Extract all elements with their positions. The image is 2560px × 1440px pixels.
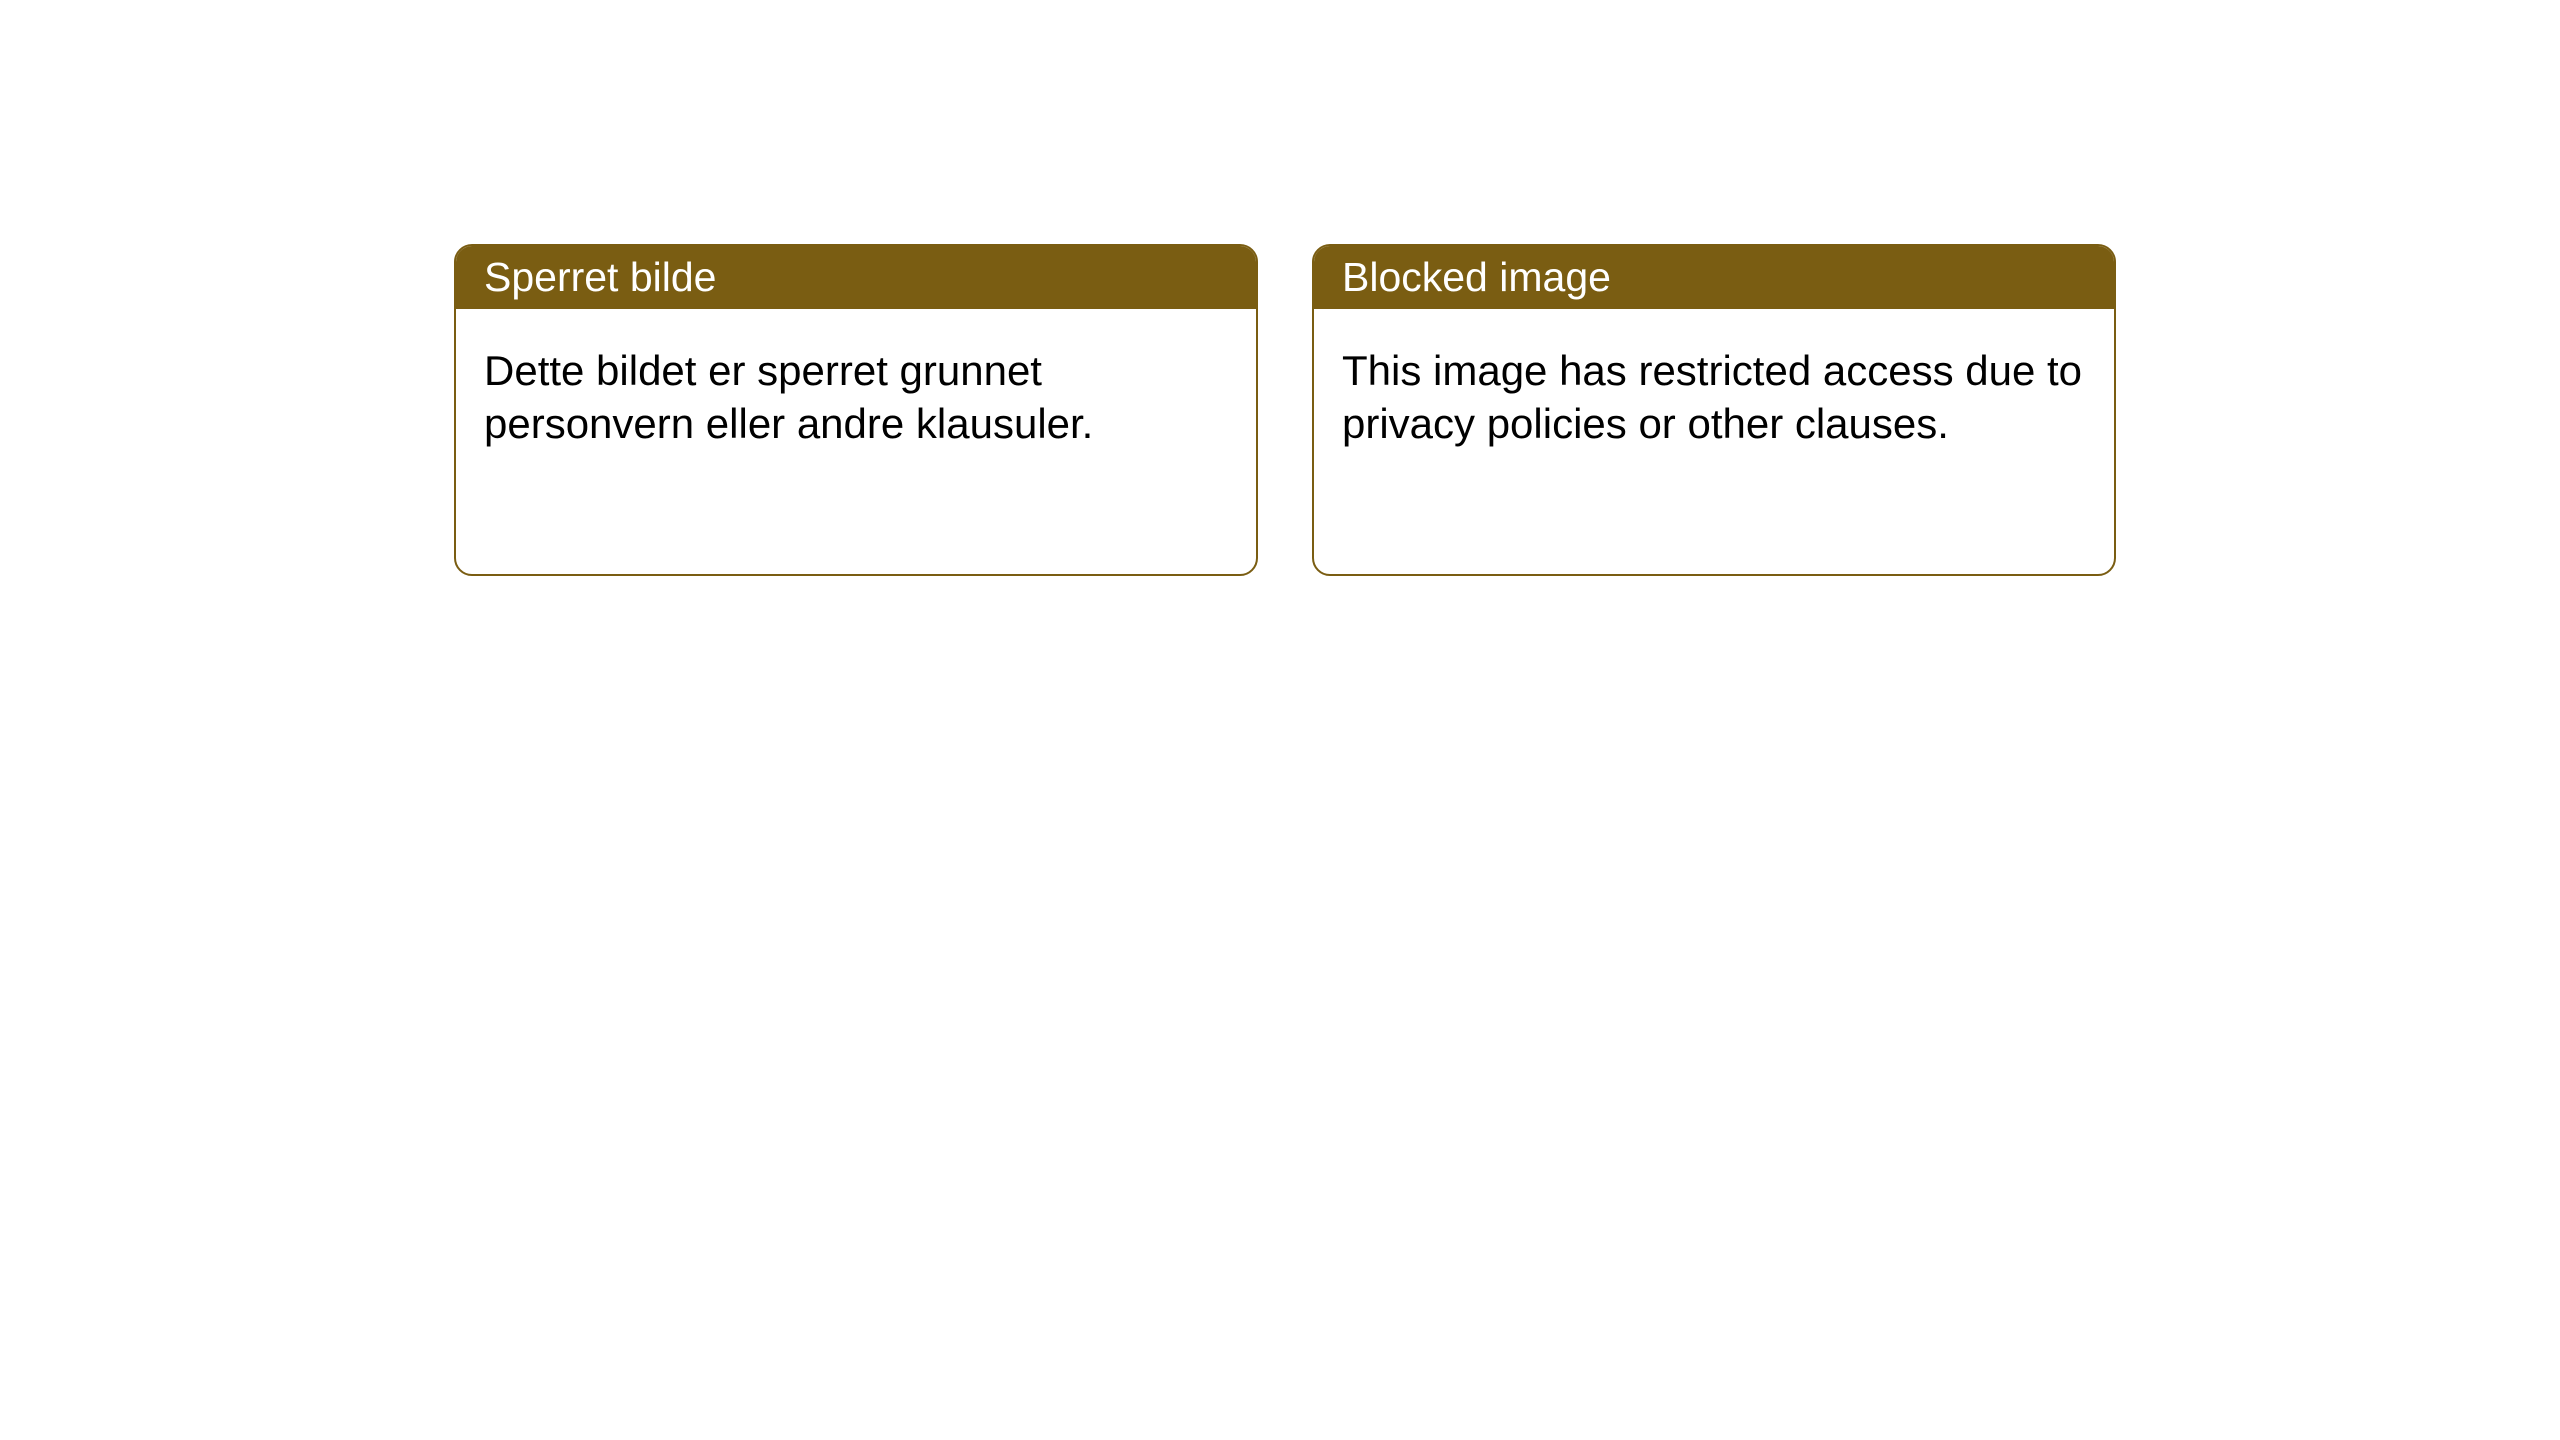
notice-text: Dette bildet er sperret grunnet personve… [484,347,1093,447]
notice-header: Sperret bilde [456,246,1256,309]
notice-card-english: Blocked image This image has restricted … [1312,244,2116,576]
notice-title: Sperret bilde [484,254,716,300]
notice-title: Blocked image [1342,254,1611,300]
notice-body: Dette bildet er sperret grunnet personve… [456,309,1256,486]
notice-text: This image has restricted access due to … [1342,347,2082,447]
notice-header: Blocked image [1314,246,2114,309]
notice-container: Sperret bilde Dette bildet er sperret gr… [0,0,2560,576]
notice-body: This image has restricted access due to … [1314,309,2114,486]
notice-card-norwegian: Sperret bilde Dette bildet er sperret gr… [454,244,1258,576]
